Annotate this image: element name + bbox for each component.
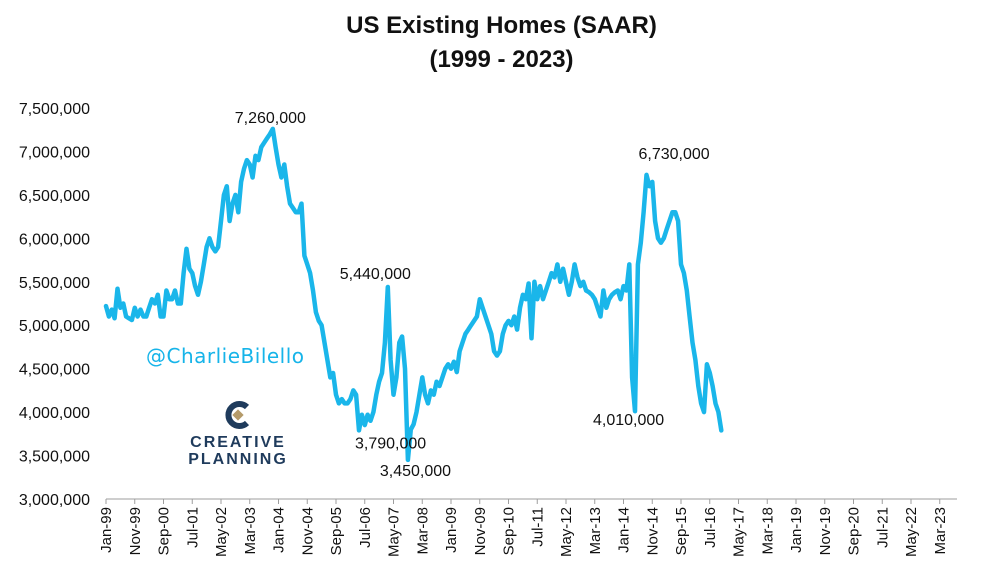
y-tick-label: 6,000,000 (19, 231, 90, 248)
x-tick-label: Nov-99 (127, 507, 144, 555)
x-tick-label: May-07 (386, 507, 403, 557)
x-tick-label: May-17 (731, 507, 748, 557)
logo-word-creative: CREATIVE (190, 434, 286, 451)
x-tick-label: Jul-16 (702, 507, 719, 548)
y-tick-label: 4,500,000 (19, 362, 90, 379)
x-tick-label: Mar-18 (759, 507, 776, 555)
x-axis: Jan-99 Nov-99 Sep-00 Jul-01 May-02 Mar-03 Jan-… (98, 498, 957, 557)
x-tick-label: Sep-20 (846, 507, 863, 555)
x-tick-label: Mar-03 (242, 507, 259, 555)
x-tick-label: Nov-14 (644, 507, 661, 555)
x-tick-label: Jan-04 (271, 507, 288, 553)
data-label: 3,450,000 (380, 463, 451, 480)
data-label: 7,260,000 (235, 110, 306, 127)
x-tick-label: Jan-14 (616, 507, 633, 553)
x-tick-label: Jan-99 (98, 507, 115, 553)
series-line (103, 126, 724, 463)
series-group (103, 126, 724, 463)
y-tick-label: 5,500,000 (19, 275, 90, 292)
y-tick-label: 7,500,000 (19, 101, 90, 118)
y-tick-label: 3,000,000 (19, 492, 90, 509)
x-tick-label: Sep-00 (156, 507, 173, 555)
x-tick-label: May-22 (903, 507, 920, 557)
x-tick-label: Sep-10 (501, 507, 518, 555)
x-tick-label: Mar-13 (587, 507, 604, 555)
x-tick-label: Mar-08 (414, 507, 431, 555)
x-tick-label: Jul-01 (184, 507, 201, 548)
x-tick-label: Nov-09 (472, 507, 489, 555)
chart-title: US Existing Homes (SAAR) (346, 12, 657, 39)
x-tick-label: Jul-06 (357, 507, 374, 548)
x-tick-label: May-12 (558, 507, 575, 557)
x-tick-label: Nov-19 (817, 507, 834, 555)
x-tick-label: May-02 (213, 507, 230, 557)
logo-mark-icon (225, 401, 250, 429)
data-label: 5,440,000 (340, 266, 411, 283)
x-tick-label: Jan-09 (443, 507, 460, 553)
x-tick-label: Sep-15 (673, 507, 690, 555)
y-tick-label: 7,000,000 (19, 144, 90, 161)
watermark-handle: @CharlieBilello (146, 344, 305, 368)
annotations: 7,260,000 5,440,000 3,450,000 6,730,000 4,01… (235, 110, 710, 480)
y-tick-label: 4,000,000 (19, 405, 90, 422)
y-tick-label: 5,000,000 (19, 318, 90, 335)
x-tick-label: Jul-11 (529, 507, 546, 547)
logo-word-planning: PLANNING (188, 451, 288, 468)
data-label: 3,790,000 (355, 435, 426, 452)
x-tick-label: Nov-04 (299, 507, 316, 555)
y-tick-label: 3,500,000 (19, 449, 90, 466)
data-label: 4,010,000 (593, 412, 664, 429)
x-tick-label: Mar-23 (932, 507, 949, 555)
y-tick-label: 6,500,000 (19, 188, 90, 205)
x-tick-label: Jan-19 (788, 507, 805, 553)
x-tick-label: Jul-21 (874, 507, 891, 548)
chart-subtitle: (1999 - 2023) (429, 46, 574, 73)
data-label: 6,730,000 (639, 146, 710, 163)
y-axis: 3,000,000 3,500,000 4,000,000 4,500,000 5,00… (19, 101, 90, 509)
creative-planning-logo: CREATIVE PLANNING (188, 400, 288, 468)
x-tick-label: Sep-05 (328, 507, 345, 555)
